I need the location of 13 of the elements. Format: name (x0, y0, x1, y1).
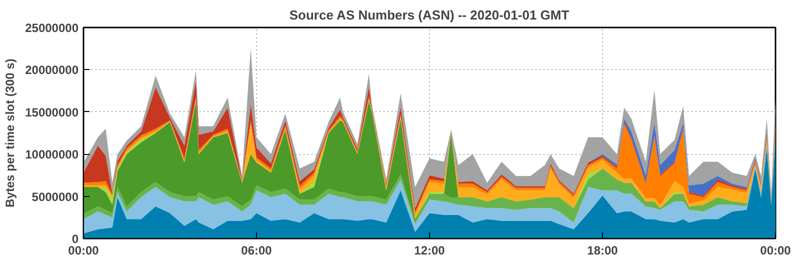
y-tick-label: 0 (72, 232, 79, 246)
y-tick-label: 15000000 (25, 105, 79, 120)
y-axis-title: Bytes per time slot (300 s) (3, 58, 18, 208)
x-tick-label: 12:00 (414, 244, 446, 258)
y-tick-label: 10000000 (25, 148, 79, 162)
x-tick-label: 06:00 (241, 244, 272, 258)
x-tick-label: 00:00 (68, 244, 100, 258)
x-tick-label: 00:00 (760, 244, 792, 258)
y-tick-label: 25000000 (25, 21, 79, 35)
chart-title: Source AS Numbers (ASN) -- 2020-01-01 GMT (289, 8, 570, 22)
x-tick-label: 18:00 (587, 244, 618, 258)
y-tick-label: 5000000 (32, 190, 79, 204)
y-tick-label: 20000000 (25, 63, 79, 78)
